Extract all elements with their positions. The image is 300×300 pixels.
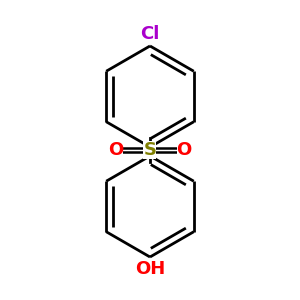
Text: S: S xyxy=(143,141,157,159)
Text: Cl: Cl xyxy=(140,25,160,43)
Text: O: O xyxy=(108,141,123,159)
Text: O: O xyxy=(177,141,192,159)
Text: OH: OH xyxy=(135,260,165,278)
